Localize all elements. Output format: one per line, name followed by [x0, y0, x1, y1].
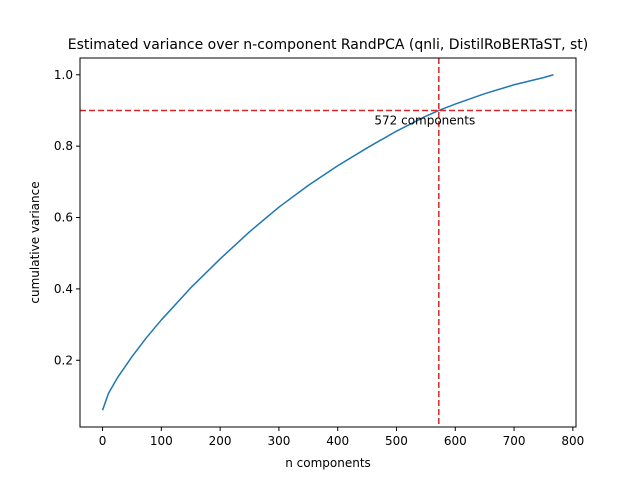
x-tick-label: 700 [503, 434, 526, 448]
y-tick-label: 1.0 [54, 68, 73, 82]
x-axis: 0 100 200 300 400 500 600 700 800 [99, 427, 584, 448]
y-axis: 0.2 0.4 0.6 0.8 1.0 [54, 68, 80, 367]
x-tick-label: 200 [209, 434, 232, 448]
y-tick-label: 0.6 [54, 211, 73, 225]
plot-frame [79, 57, 577, 428]
plot-area [80, 58, 576, 427]
y-axis-label: cumulative variance [28, 181, 42, 303]
x-tick-label: 300 [267, 434, 290, 448]
threshold-annotation: 572 components [374, 113, 475, 127]
x-tick-label: 800 [561, 434, 584, 448]
y-tick-label: 0.8 [54, 139, 73, 153]
chart-title: Estimated variance over n-component Rand… [68, 37, 589, 53]
x-tick-label: 0 [99, 434, 107, 448]
x-tick-label: 600 [444, 434, 467, 448]
x-tick-label: 100 [150, 434, 173, 448]
x-tick-label: 500 [385, 434, 408, 448]
x-tick-label: 400 [326, 434, 349, 448]
x-axis-label: n components [285, 456, 371, 470]
y-tick-label: 0.2 [54, 353, 73, 367]
y-tick-label: 0.4 [54, 282, 73, 296]
series-line-0 [101, 74, 554, 411]
